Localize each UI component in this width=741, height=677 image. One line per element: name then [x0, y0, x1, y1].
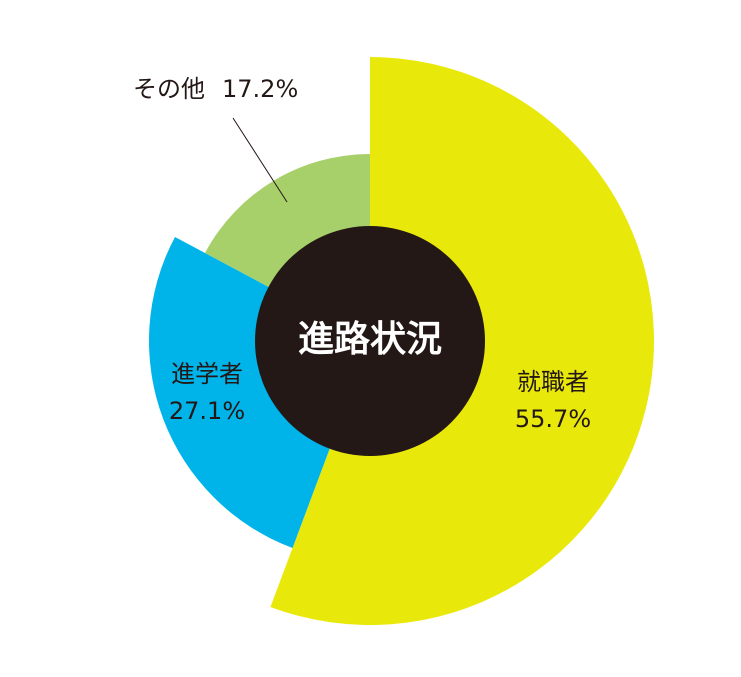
slice-label: 進学者	[171, 360, 243, 388]
value-label: 17.2%	[222, 75, 298, 103]
leader-line	[232, 117, 288, 203]
slice-label: 就職者	[517, 368, 589, 396]
value-label: 27.1%	[169, 397, 245, 425]
center-hole	[255, 226, 485, 456]
value-label: 55.7%	[515, 405, 591, 433]
slice-label: その他	[133, 75, 205, 103]
chart-title: 進路状況	[298, 319, 442, 360]
